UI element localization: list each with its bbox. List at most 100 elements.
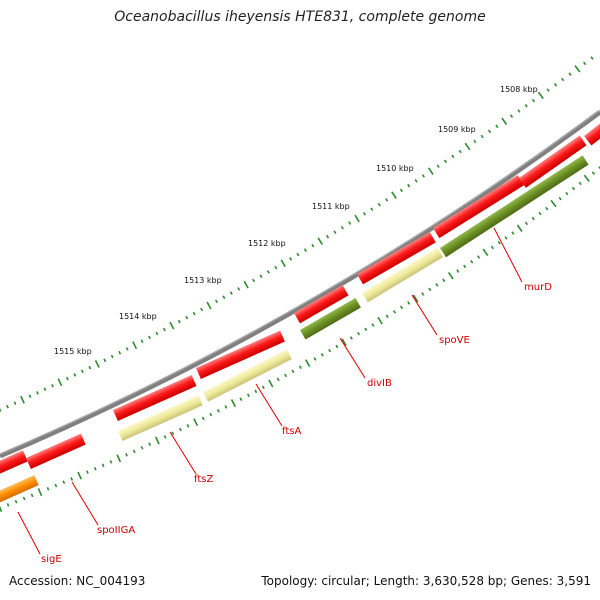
ruler-tick [335,344,339,349]
gene-label-murD[interactable]: murD [524,282,552,293]
ruler-tick [477,255,481,259]
ruler-tick [385,314,389,319]
gene-divIB-bar[interactable] [300,298,361,340]
ruler-tick [341,338,347,347]
ruler-tick [148,335,151,340]
ruler-tick [354,214,360,223]
ruler-label: 1509 kbp [438,125,476,134]
ruler-tick [407,301,411,305]
ruler-tick [427,167,434,175]
ruler-tick [36,391,39,395]
ruler-tick [73,373,77,377]
ruler-tick [370,207,374,212]
gene-murD-bar[interactable] [440,155,589,258]
ruler-tick [561,77,565,82]
ruler-tick [284,373,288,378]
ruler-tick [490,245,494,250]
ruler-tick [305,359,311,367]
gene-forward-6[interactable] [357,232,436,285]
ruler-tick [400,305,404,310]
ruler-tick [524,104,528,108]
gene-label-ftsZ[interactable]: ftsZ [194,474,213,485]
ruler-tick [237,287,241,291]
ruler-tick [447,271,454,280]
ruler-tick [458,149,462,154]
ruler-label: 1512 kbp [248,239,286,248]
ruler-tick [553,83,558,87]
gene-forward-8[interactable] [519,135,587,188]
ruler-tick [125,347,129,351]
ruler-tick [456,269,460,273]
ruler-tick [118,350,122,355]
ruler-tick [538,211,542,216]
ruler-tick [509,114,514,118]
ruler-tick [537,91,544,100]
gene-forward-4[interactable] [196,330,285,379]
ruler-tick [169,321,175,330]
gene-label-spoIIGA[interactable]: spoIIGA [97,525,135,536]
ruler-tick [54,483,58,488]
ruler-tick [590,56,594,60]
gene-forward-5[interactable] [294,285,349,324]
ruler-tick [6,503,10,507]
ruler-tick [93,466,97,471]
ruler-tick [391,191,397,199]
ruler-tick [229,291,233,295]
ruler-tick [298,365,302,369]
ruler-tick [116,454,122,463]
ruler-tick [80,369,84,374]
ruler-tick [399,188,403,193]
ruler-tick [246,393,250,398]
ruler-tick [442,278,446,283]
ruler-tick [178,427,182,432]
gene-label-spoVE[interactable]: spoVE [439,335,470,346]
gene-ftsA-bar[interactable] [203,349,292,402]
ruler-tick [215,299,218,304]
ruler-tick [57,378,63,387]
ruler-tick [230,399,237,408]
ruler-tick [377,316,383,325]
gene-label-ftsA[interactable]: ftsA [282,426,301,437]
ruler-tick [22,496,26,501]
gene-label-connectors [17,227,523,555]
ruler-tick [51,383,54,388]
ruler-label: 1510 kbp [376,164,414,173]
genome-backbone [0,109,600,459]
ruler-tick [259,274,263,278]
gene-label-sigE[interactable]: sigE [41,554,62,565]
gene-labels: murD spoVE divIB ftsA ftsZ spoIIGA sigE [41,282,552,565]
ruler-tick [501,117,508,125]
gene-ftsZ-bar[interactable] [118,395,203,442]
ruler-tick [565,191,569,196]
ruler-tick [37,488,43,497]
ruler-tick [206,301,212,310]
gene-forward-7[interactable] [433,175,525,239]
ruler-tick [86,470,89,474]
ruler-tick [497,240,501,245]
ruler-tick [407,183,411,188]
ruler-tick [0,408,2,412]
ruler-tick [70,477,74,481]
ruler-tick [392,310,396,314]
gene-label-divIB[interactable]: divIB [367,378,392,389]
ruler-tick [470,259,474,264]
gene-forward-3[interactable] [112,375,197,421]
ruler-tick [495,124,499,129]
ruler-tick [436,164,440,169]
gene-forward-1[interactable] [0,450,28,476]
ruler-tick [303,248,307,252]
ruler-tick [13,401,17,406]
ruler-tick [243,280,249,289]
gene-spoVE-bar[interactable] [362,247,444,303]
ruler-tick [313,357,317,361]
gene-forward-2[interactable] [26,433,86,469]
gene-sigE-bar[interactable] [0,475,39,504]
ruler-tick [464,142,471,151]
ruler-tick [421,292,425,296]
ruler-tick [110,354,114,359]
ruler-tick [140,445,144,450]
ruler-tick [591,171,596,175]
ruler-tick [435,283,439,287]
ruler-tick [177,319,181,324]
